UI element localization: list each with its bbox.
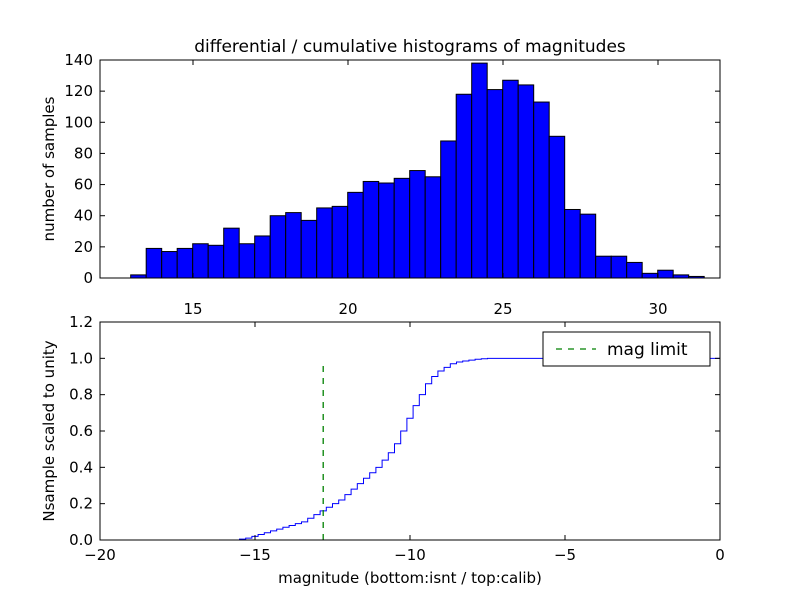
y-tick-label: 140 (64, 51, 93, 69)
y-tick-label: 0.8 (69, 386, 93, 404)
histogram-bar (579, 213, 597, 279)
histogram-bar (145, 247, 163, 279)
histogram-bar (207, 244, 225, 279)
top-axes-frame (99, 59, 721, 279)
histogram-bar (285, 212, 302, 279)
histogram-bar (533, 101, 550, 279)
histogram-bar (176, 247, 194, 279)
y-tick-label: 60 (74, 176, 93, 194)
histogram-bar (440, 140, 457, 279)
legend: mag limit (542, 331, 711, 367)
x-tick-label: 15 (183, 300, 202, 318)
bottom-axes-frame (99, 321, 721, 541)
histogram-bar (238, 243, 256, 279)
bottom-ylabel: Nsample scaled to unity (40, 340, 58, 521)
y-tick-label: 80 (74, 144, 93, 162)
y-tick-label: 0.0 (69, 531, 93, 549)
x-tick-label: 20 (338, 300, 357, 318)
y-tick-label: 0.6 (69, 422, 93, 440)
histogram-bar (347, 191, 364, 279)
histogram-bar (502, 79, 519, 279)
histogram-bar (378, 182, 395, 279)
histogram-bar (300, 219, 318, 279)
x-tick-label: −20 (84, 546, 116, 564)
differential-histogram-panel: differential / cumulative histograms of … (40, 37, 721, 318)
cumulative-step-line (100, 357, 721, 541)
histogram-bar (548, 135, 566, 279)
histogram-bar (254, 235, 271, 279)
y-tick-label: 20 (74, 238, 93, 256)
y-tick-label: 0 (83, 269, 93, 287)
histogram-bar (424, 176, 442, 279)
histogram-bar (471, 62, 488, 279)
bottom-axis-ticks: 0.0 0.2 0.4 0.6 0.8 1.0 1.2 −20 −15 −10 −5 0 (69, 313, 725, 564)
y-tick-label: 1.2 (69, 313, 93, 331)
histogram-bar (595, 255, 612, 279)
top-axis-ticks: 0 20 40 60 80 100 120 140 15 20 25 30 (64, 51, 720, 318)
histogram-bar (269, 215, 287, 279)
histogram-bar (626, 261, 643, 279)
y-tick-label: 0.2 (69, 495, 93, 513)
chart-title: differential / cumulative histograms of … (194, 37, 626, 57)
x-tick-label: −15 (239, 546, 271, 564)
top-ylabel: number of samples (40, 96, 58, 241)
y-tick-label: 0.4 (69, 458, 93, 476)
histogram-bar (641, 272, 659, 279)
histogram-bar (455, 93, 473, 279)
histogram-bar (393, 177, 411, 279)
histogram-bar (517, 84, 535, 279)
x-tick-label: 0 (715, 546, 725, 564)
x-tick-label: 30 (648, 300, 667, 318)
x-tick-label: −5 (554, 546, 576, 564)
bottom-xlabel: magnitude (bottom:isnt / top:calib) (278, 569, 542, 587)
histogram-bar (486, 89, 504, 279)
x-tick-label: −10 (394, 546, 426, 564)
y-tick-label: 40 (74, 207, 93, 225)
histogram-bar (192, 243, 209, 279)
histogram-bar (564, 208, 581, 279)
histogram-bar (362, 180, 380, 279)
x-tick-label: 25 (493, 300, 512, 318)
y-tick-label: 1.0 (69, 349, 93, 367)
histogram-bar (223, 227, 240, 279)
cumulative-histogram-panel: Nsample scaled to unity magnitude (botto… (40, 313, 725, 587)
histogram-bar (657, 269, 674, 279)
histogram-bar (610, 255, 628, 279)
cumulative-series (100, 357, 721, 541)
histogram-bar (161, 251, 178, 279)
y-tick-label: 100 (64, 113, 93, 131)
legend-label-mag-limit: mag limit (607, 340, 688, 360)
histogram-bar (331, 205, 349, 279)
histogram-bar (316, 207, 333, 279)
y-tick-label: 120 (64, 82, 93, 100)
histogram-bar (409, 170, 426, 279)
